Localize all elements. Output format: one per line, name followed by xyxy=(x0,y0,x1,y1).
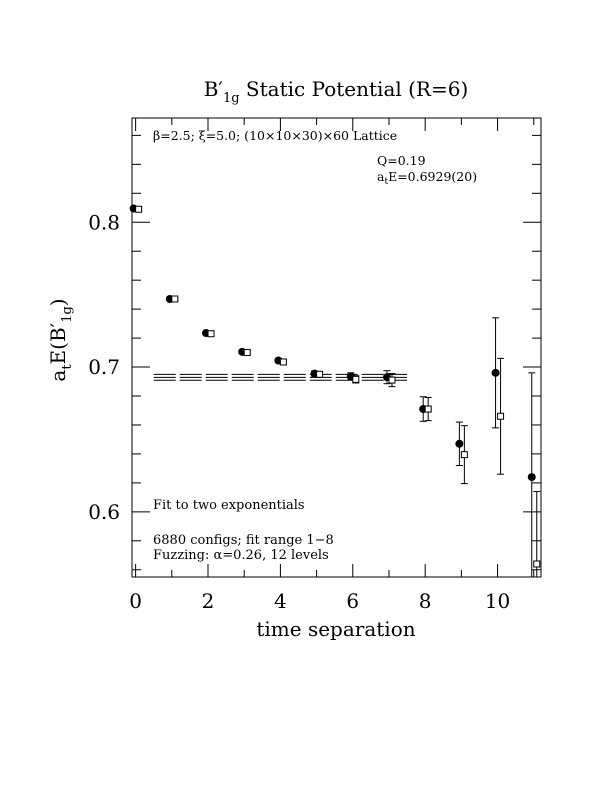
title-main: B xyxy=(204,77,219,101)
x-tick-label: 10 xyxy=(485,589,510,613)
data-point-square xyxy=(460,451,468,459)
y-axis-label: atE(B′1g) xyxy=(46,298,75,381)
energy-value: E=0.6929(20) xyxy=(388,169,477,184)
chart-title: B′1g Static Potential (R=6) xyxy=(204,77,469,106)
data-points xyxy=(129,204,541,577)
fit-annotation: Fit to two exponentials xyxy=(153,498,305,513)
data-point-circle xyxy=(491,368,500,377)
data-point-circle xyxy=(455,439,464,448)
configs-annotation: 6880 configs; fit range 1−8 xyxy=(153,533,334,548)
data-point-square xyxy=(424,405,432,413)
fuzzing-annotation: Fuzzing: α=0.26, 12 levels xyxy=(153,548,329,563)
ylabel-sub: 1g xyxy=(60,306,75,323)
x-axis-label: time separation xyxy=(256,617,415,641)
ylabel-prefix: a xyxy=(46,370,70,382)
x-tick-label: 8 xyxy=(419,589,432,613)
data-point-square xyxy=(279,358,287,366)
tick-group xyxy=(132,118,541,577)
ylabel-close: ) xyxy=(46,298,70,306)
q-annotation: Q=0.19 xyxy=(377,153,426,168)
energy-prefix: a xyxy=(377,169,385,184)
energy-annotation: atE=0.6929(20) xyxy=(377,169,477,187)
data-point-square xyxy=(352,375,360,383)
data-point-square xyxy=(207,330,215,338)
title-sub: 1g xyxy=(223,91,240,106)
title-prime: ′ xyxy=(218,77,223,101)
data-point-circle xyxy=(527,473,536,482)
data-point-square xyxy=(497,412,505,420)
data-point-square xyxy=(316,370,324,378)
y-tick-label: 0.7 xyxy=(88,355,120,379)
x-tick-label: 6 xyxy=(346,589,359,613)
y-tick-label: 0.6 xyxy=(88,500,120,524)
ylabel-prime: ′ xyxy=(46,322,70,327)
ylabel-e: E(B xyxy=(46,327,70,364)
data-point-square xyxy=(135,205,143,213)
fit-band xyxy=(153,373,408,381)
energy-sub: t xyxy=(384,177,388,187)
lattice-annotation: β=2.5; ξ=5.0; (10×10×30)×60 Lattice xyxy=(153,128,397,143)
x-tick-label: 2 xyxy=(202,589,215,613)
data-point-square xyxy=(243,349,251,357)
data-point-square xyxy=(533,560,541,568)
data-point-square xyxy=(388,376,396,384)
plot-frame xyxy=(131,117,542,578)
ylabel-t: t xyxy=(60,364,75,370)
data-point-square xyxy=(171,295,179,303)
x-tick-label: 0 xyxy=(129,589,142,613)
y-tick-label: 0.8 xyxy=(88,210,120,234)
x-tick-label: 4 xyxy=(274,589,287,613)
title-rest: Static Potential (R=6) xyxy=(240,77,469,101)
tick-labels: 0 2 4 6 8 10 0.6 0.7 0.8 xyxy=(88,210,510,613)
